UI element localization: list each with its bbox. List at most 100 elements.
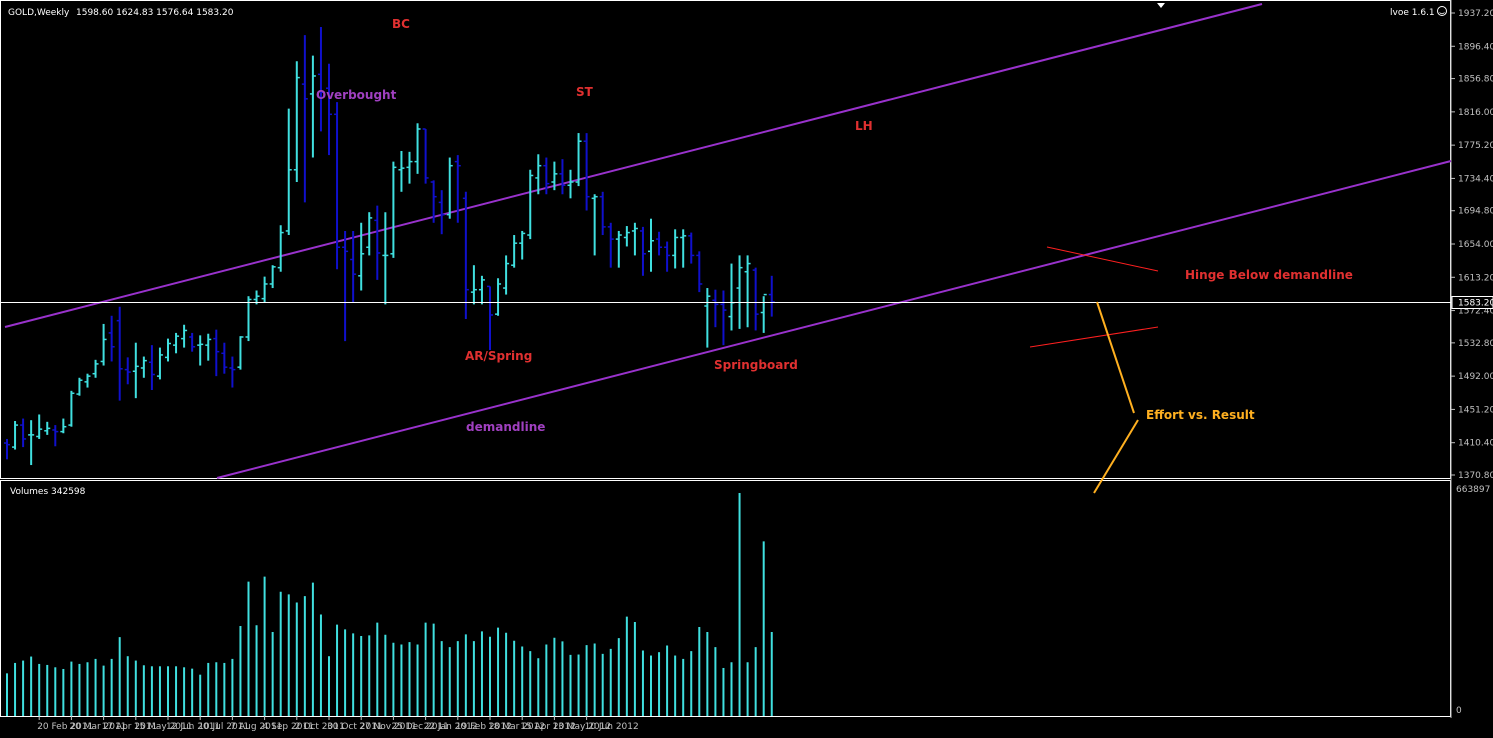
ohlc-bar <box>326 63 332 156</box>
x-tick-label: 22 Jan 2012 <box>424 722 478 732</box>
x-tick-label: 10 Jul 2011 <box>198 722 249 732</box>
volume-axis-ticks: 663897 0 <box>1456 485 1490 716</box>
price-tick-label: 1937.20 <box>1458 9 1493 19</box>
label-lh: LH <box>855 119 873 133</box>
ohlc-bar <box>374 205 381 280</box>
ohlc-bar <box>309 55 316 158</box>
effort-pointer-upper <box>1096 301 1135 414</box>
supply-line <box>4 3 1263 328</box>
ohlc-bar <box>36 414 43 439</box>
current-price-badge <box>1451 296 1493 309</box>
ohlc-bar <box>736 255 743 329</box>
ohlc-bar <box>334 102 341 270</box>
price-tick-label: 1613.20 <box>1458 273 1493 283</box>
ohlc-bar <box>277 225 284 272</box>
smiley-mouth <box>1439 12 1445 15</box>
ohlc-bar <box>495 278 502 316</box>
ohlc-bar <box>680 229 687 268</box>
price-tick-label: 1734.40 <box>1458 174 1493 184</box>
ohlc-bar <box>301 35 308 203</box>
ohlc-bar <box>84 373 91 388</box>
label-st: ST <box>576 85 594 99</box>
ohlc-bar <box>28 420 35 466</box>
ohlc-bar <box>148 345 155 391</box>
label-ar-spring: AR/Spring <box>465 349 532 363</box>
ohlc-bar <box>519 230 526 260</box>
ohlc-bar <box>181 324 188 348</box>
ohlc-bar <box>317 27 324 132</box>
ohlc-bar <box>503 255 510 295</box>
ohlc-bar <box>639 226 646 276</box>
ohlc-bar <box>261 276 268 303</box>
ohlc-bar <box>583 133 590 211</box>
ohlc-bar <box>382 212 389 305</box>
volume-tick-label: 0 <box>1456 706 1462 716</box>
ohlc-bar <box>366 212 373 256</box>
ohlc-bar <box>76 377 83 396</box>
current-price-value: 1583.20 <box>1458 299 1493 309</box>
ohlc-bar <box>688 232 695 264</box>
ohlc-bar <box>511 235 518 268</box>
price-tick-label: 1532.80 <box>1458 339 1493 349</box>
label-overbought: Overbought <box>316 88 397 102</box>
channel-lines <box>4 3 1452 479</box>
ohlc-bar <box>623 226 630 247</box>
symbol-period-label: GOLD,Weekly <box>8 8 70 18</box>
ohlc-bar <box>68 390 75 427</box>
ohlc-bar <box>358 222 365 291</box>
ohlc-bar <box>108 315 115 362</box>
label-bc: BC <box>392 17 410 31</box>
ohlc-bar <box>342 230 349 342</box>
price-tick-label: 1410.40 <box>1458 439 1493 449</box>
shift-marker-icon[interactable] <box>1157 3 1165 8</box>
ohlc-bar <box>535 154 542 195</box>
ohlc-bar <box>744 255 751 328</box>
label-springboard: Springboard <box>714 358 798 372</box>
ohlc-bar <box>672 229 679 269</box>
ohlc-bar <box>567 169 574 199</box>
x-tick-label: 18 Mar 2012 <box>488 722 545 732</box>
ohlc-bar <box>470 265 477 305</box>
x-tick-label: 17 Apr 2011 <box>102 722 158 732</box>
hinge-lower-line <box>1029 326 1159 348</box>
ohlc-bar <box>237 336 244 370</box>
ohlc-bar <box>124 357 131 385</box>
ohlc-bar <box>60 418 67 434</box>
ohlc-bar <box>720 290 727 346</box>
ohlc-bar <box>293 61 300 183</box>
ohlc-bar <box>229 356 236 388</box>
ohlc-readout: 1598.60 1624.83 1576.64 1583.20 <box>76 8 234 18</box>
x-tick-label: 27 Nov 2011 <box>359 722 417 732</box>
ohlc-bar <box>543 157 550 195</box>
price-tick-label: 1451.20 <box>1458 405 1493 415</box>
ohlc-bar <box>116 306 123 401</box>
ohlc-bar <box>712 289 719 328</box>
x-tick-label: 20 Mar 2011 <box>69 722 126 732</box>
ohlc-bar <box>607 222 614 268</box>
price-tick-label: 1694.80 <box>1458 207 1493 217</box>
ohlc-bar <box>478 275 485 305</box>
ohlc-bar <box>559 159 566 195</box>
ohlc-bar <box>551 161 558 191</box>
ohlc-bar <box>406 151 413 184</box>
price-panel-frame <box>0 0 1451 479</box>
ohlc-bar <box>648 218 654 272</box>
ohlc-bar <box>454 155 461 223</box>
ohlc-bar <box>446 157 453 219</box>
ohlc-bar <box>205 333 212 361</box>
ohlc-bar <box>285 108 292 236</box>
x-tick-label: 2 Oct 2011 <box>295 722 345 732</box>
x-tick-label: 7 Aug 2011 <box>230 722 282 732</box>
ohlc-bar <box>140 356 147 378</box>
ohlc-bar <box>132 342 139 399</box>
price-bars <box>4 27 775 466</box>
ohlc-bar <box>696 251 703 293</box>
x-tick-label: 30 Oct 2011 <box>327 722 383 732</box>
volume-label: Volumes 342598 <box>10 487 86 497</box>
ohlc-bar <box>100 323 107 366</box>
ohlc-bar <box>575 133 582 187</box>
ohlc-bar <box>631 222 638 256</box>
ohlc-bar <box>156 347 163 380</box>
ohlc-bar <box>189 332 196 352</box>
ohlc-bar <box>20 418 27 448</box>
